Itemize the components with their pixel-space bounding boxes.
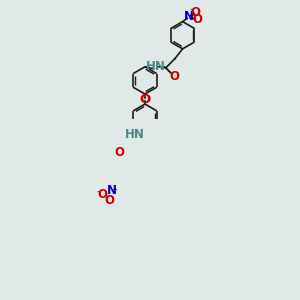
Text: O: O [139, 93, 151, 106]
Text: O: O [115, 146, 124, 159]
Text: O: O [169, 70, 179, 83]
Text: -: - [190, 4, 194, 14]
Text: +: + [189, 13, 194, 19]
Text: O: O [190, 6, 200, 19]
Text: O: O [105, 194, 115, 207]
Text: HN: HN [146, 60, 166, 73]
Text: O: O [98, 188, 108, 200]
Text: +: + [111, 187, 117, 193]
Text: HN: HN [125, 128, 145, 141]
Text: -: - [96, 186, 100, 196]
Text: N: N [106, 184, 117, 197]
Text: N: N [184, 10, 194, 23]
Text: O: O [192, 13, 202, 26]
